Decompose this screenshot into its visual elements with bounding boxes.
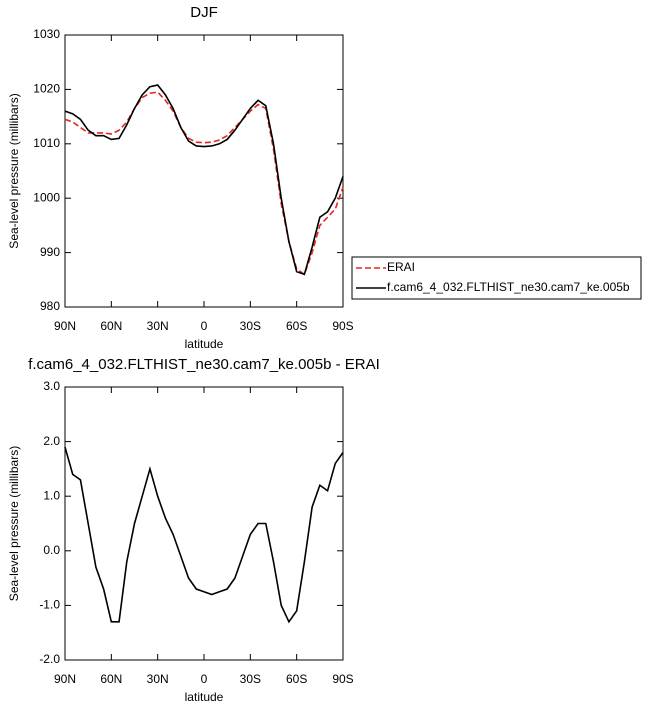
y-axis-label: Sea-level pressure (millibars) — [7, 93, 21, 248]
x-tick-label: 30S — [240, 319, 261, 333]
x-tick-label: 30N — [147, 672, 169, 686]
x-tick-label: 60S — [286, 672, 307, 686]
y-tick-label: 1020 — [33, 82, 60, 96]
x-tick-label: 90S — [332, 672, 353, 686]
y-tick-label: 1010 — [33, 136, 60, 150]
x-tick-label: 60S — [286, 319, 307, 333]
data-line — [64, 91, 344, 276]
y-tick-label: 2.0 — [43, 434, 60, 448]
chart-title: DJF — [190, 4, 218, 21]
x-tick-label: 30S — [240, 672, 261, 686]
y-tick-label: 1.0 — [43, 488, 60, 502]
plot-frame — [64, 34, 344, 308]
y-tick-label: 0.0 — [43, 543, 60, 557]
x-tick-label: 60N — [100, 672, 122, 686]
x-tick-label: 30N — [147, 319, 169, 333]
plot-frame — [64, 386, 344, 661]
y-tick-label: 1000 — [33, 190, 60, 204]
x-axis-label: latitude — [185, 337, 224, 351]
y-tick-label: 1030 — [33, 27, 60, 41]
y-tick-label: -1.0 — [39, 598, 60, 612]
x-tick-label: 90N — [54, 672, 76, 686]
y-tick-label: 990 — [40, 245, 60, 259]
x-tick-label: 60N — [100, 319, 122, 333]
legend: ERAI f.cam6_4_032.FLTHIST_ne30.cam7_ke.00… — [351, 256, 642, 300]
legend-label: f.cam6_4_032.FLTHIST_ne30.cam7_ke.005b — [387, 280, 630, 294]
x-tick-label: 90N — [54, 319, 76, 333]
legend-box — [351, 256, 642, 300]
y-tick-label: -2.0 — [39, 652, 60, 666]
x-tick-label: 0 — [201, 319, 208, 333]
x-axis-label: latitude — [185, 690, 224, 704]
x-tick-label: 0 — [201, 672, 208, 686]
data-line — [64, 84, 344, 276]
x-tick-label: 90S — [332, 319, 353, 333]
y-axis-label: Sea-level pressure (millibars) — [7, 446, 21, 601]
data-line — [64, 446, 344, 624]
legend-label: ERAI — [387, 260, 415, 274]
y-tick-label: 3.0 — [43, 379, 60, 393]
chart-title: f.cam6_4_032.FLTHIST_ne30.cam7_ke.005b -… — [28, 356, 380, 373]
y-tick-label: 980 — [40, 299, 60, 313]
